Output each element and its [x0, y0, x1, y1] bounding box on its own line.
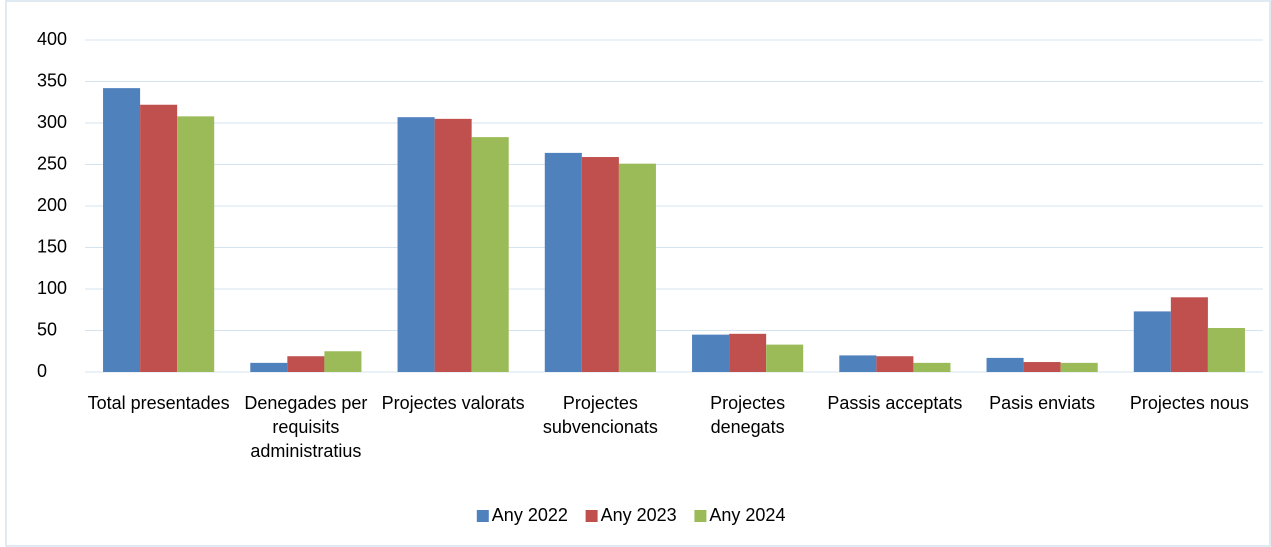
y-tick-label: 200 — [37, 195, 67, 215]
x-tick-label: Projectes valorats — [381, 393, 525, 413]
y-tick-label: 100 — [37, 278, 67, 298]
bar — [766, 344, 804, 372]
bar — [618, 163, 656, 372]
bar — [839, 355, 877, 372]
bar — [103, 88, 141, 372]
bar — [250, 362, 288, 372]
y-tick-label: 150 — [37, 236, 67, 256]
bar — [581, 157, 619, 372]
y-tick-label: 350 — [37, 70, 67, 90]
bar — [692, 334, 730, 372]
x-tick-label: Total presentades — [87, 393, 230, 413]
x-tick-label: Pasis enviats — [989, 393, 1096, 413]
x-tick-label: Passis acceptats — [827, 393, 963, 413]
bar — [544, 152, 582, 372]
bar — [729, 333, 767, 372]
y-tick-label: 400 — [37, 29, 67, 49]
y-tick-label: 50 — [37, 319, 57, 339]
y-tick-label: 250 — [37, 153, 67, 173]
bar — [1060, 362, 1098, 372]
bar — [986, 357, 1024, 372]
bar — [1133, 311, 1171, 372]
bar — [287, 356, 325, 372]
x-tick-label: Projectes subvencionats — [542, 393, 658, 437]
bar — [324, 351, 362, 372]
y-tick-label: 0 — [37, 361, 47, 381]
bar — [140, 104, 178, 373]
legend-swatch — [476, 510, 489, 522]
bar — [1207, 328, 1245, 372]
x-tick-label: Projectes nous — [1129, 393, 1249, 413]
legend-label: Any 2024 — [709, 505, 785, 525]
bar — [1023, 362, 1061, 372]
legend-swatch — [585, 510, 598, 522]
x-tick-label: Denegades per requisits administratius — [244, 393, 368, 461]
bar — [1170, 297, 1208, 372]
bar — [913, 362, 951, 372]
bar — [177, 116, 215, 372]
bar — [471, 137, 509, 372]
legend-swatch — [694, 510, 707, 522]
bar — [397, 117, 435, 372]
legend-label: Any 2023 — [601, 505, 677, 525]
x-tick-label: Projectes denegats — [710, 393, 786, 437]
bar — [434, 118, 472, 372]
bar — [876, 356, 914, 372]
y-tick-label: 300 — [37, 112, 67, 132]
legend-label: Any 2022 — [492, 505, 568, 525]
